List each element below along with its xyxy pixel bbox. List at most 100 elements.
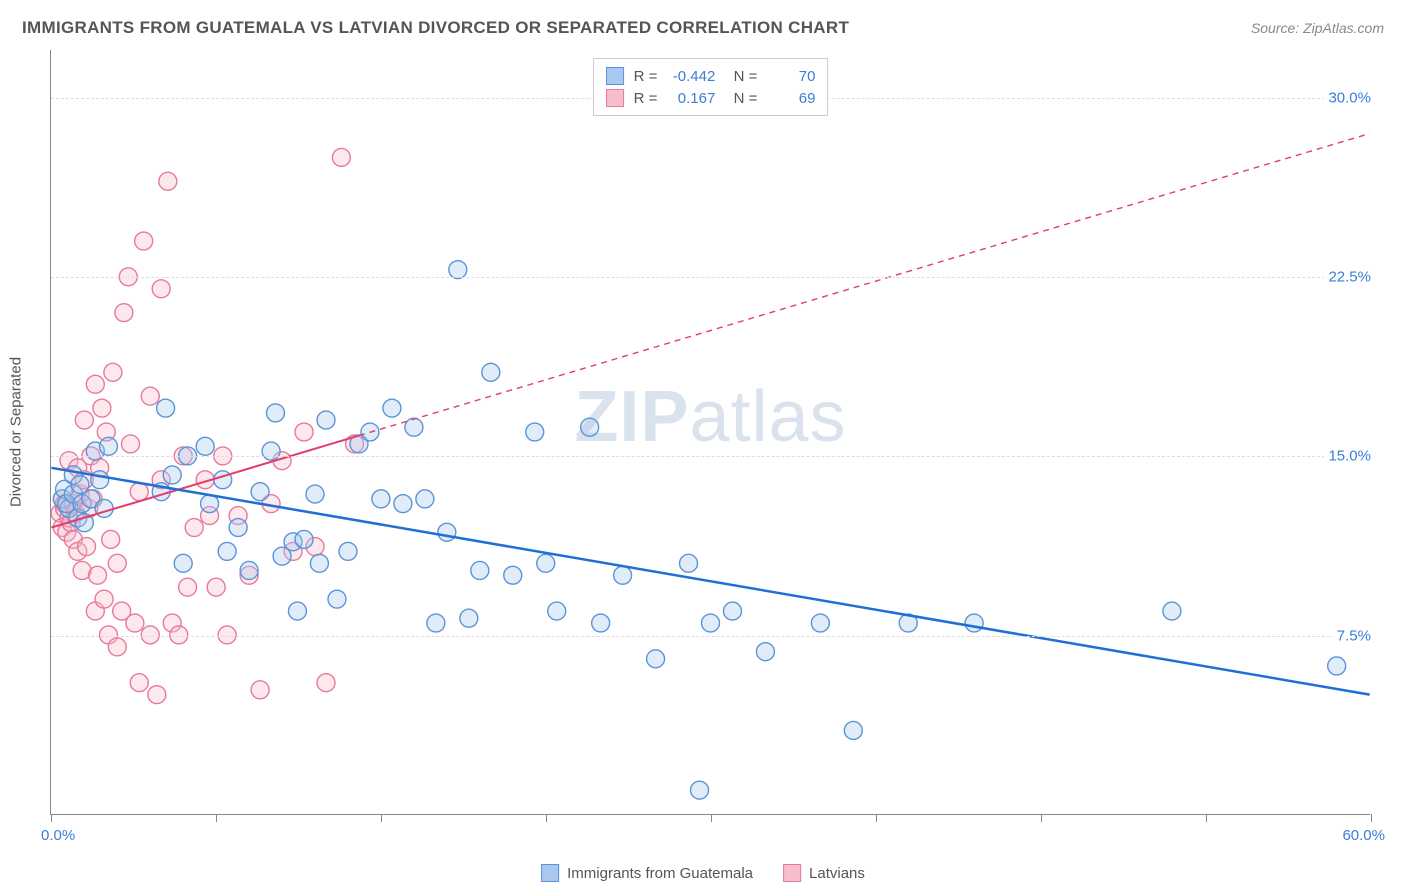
data-point <box>306 485 324 503</box>
data-point <box>218 542 236 560</box>
data-point <box>295 530 313 548</box>
data-point <box>135 232 153 250</box>
plot-area: Divorced or Separated ZIPatlas R = -0.44… <box>50 50 1370 815</box>
data-point <box>93 399 111 417</box>
data-point <box>108 638 126 656</box>
stats-row-1: R = -0.442 N = 70 <box>606 65 816 87</box>
data-point <box>102 530 120 548</box>
data-point <box>104 363 122 381</box>
swatch-blue <box>541 864 559 882</box>
data-point <box>1328 657 1346 675</box>
data-point <box>174 554 192 572</box>
data-point <box>121 435 139 453</box>
data-point <box>95 499 113 517</box>
x-tick <box>1041 814 1042 822</box>
data-point <box>179 578 197 596</box>
data-point <box>115 304 133 322</box>
data-point <box>185 519 203 537</box>
y-tick-label: 7.5% <box>1333 627 1375 644</box>
x-tick <box>1206 814 1207 822</box>
y-tick-label: 22.5% <box>1324 269 1375 286</box>
data-point <box>723 602 741 620</box>
data-point <box>159 172 177 190</box>
data-point <box>614 566 632 584</box>
data-point <box>537 554 555 572</box>
r-label: R = <box>634 90 658 107</box>
x-tick <box>51 814 52 822</box>
data-point <box>196 437 214 455</box>
data-point <box>295 423 313 441</box>
data-point <box>449 261 467 279</box>
data-point <box>1163 602 1181 620</box>
data-point <box>383 399 401 417</box>
data-point <box>548 602 566 620</box>
data-point <box>163 466 181 484</box>
data-point <box>691 781 709 799</box>
data-point <box>266 404 284 422</box>
data-point <box>526 423 544 441</box>
data-point <box>229 519 247 537</box>
n-label: N = <box>725 68 757 85</box>
data-point <box>75 411 93 429</box>
data-point <box>152 280 170 298</box>
x-tick <box>711 814 712 822</box>
bottom-legend: Immigrants from Guatemala Latvians <box>541 864 865 882</box>
data-point <box>811 614 829 632</box>
data-point <box>680 554 698 572</box>
x-tick <box>1371 814 1372 822</box>
data-point <box>394 495 412 513</box>
y-axis-label: Divorced or Separated <box>8 357 25 507</box>
r-value-2: 0.167 <box>667 90 715 107</box>
chart-title: IMMIGRANTS FROM GUATEMALA VS LATVIAN DIV… <box>22 18 849 38</box>
data-point <box>78 538 96 556</box>
data-point <box>702 614 720 632</box>
swatch-pink <box>783 864 801 882</box>
data-point <box>108 554 126 572</box>
data-point <box>592 614 610 632</box>
data-point <box>471 561 489 579</box>
r-value-1: -0.442 <box>667 68 715 85</box>
n-label: N = <box>725 90 757 107</box>
legend-label-1: Immigrants from Guatemala <box>567 865 753 882</box>
data-point <box>91 471 109 489</box>
r-label: R = <box>634 68 658 85</box>
gridline <box>51 456 1370 457</box>
data-point <box>332 148 350 166</box>
data-point <box>130 483 148 501</box>
data-point <box>126 614 144 632</box>
x-tick <box>216 814 217 822</box>
y-tick-label: 30.0% <box>1324 89 1375 106</box>
data-point <box>288 602 306 620</box>
data-point <box>317 411 335 429</box>
swatch-blue <box>606 67 624 85</box>
source-label: Source: ZipAtlas.com <box>1251 20 1384 36</box>
data-point <box>240 561 258 579</box>
data-point <box>310 554 328 572</box>
scatter-chart <box>51 50 1370 814</box>
data-point <box>504 566 522 584</box>
gridline <box>51 636 1370 637</box>
legend-item-1: Immigrants from Guatemala <box>541 864 753 882</box>
data-point <box>339 542 357 560</box>
x-tick <box>546 814 547 822</box>
data-point <box>460 609 478 627</box>
x-max-label: 60.0% <box>1342 827 1385 844</box>
data-point <box>372 490 390 508</box>
data-point <box>317 674 335 692</box>
swatch-pink <box>606 89 624 107</box>
data-point <box>965 614 983 632</box>
x-tick <box>381 814 382 822</box>
data-point <box>581 418 599 436</box>
n-value-2: 69 <box>767 90 815 107</box>
legend-label-2: Latvians <box>809 865 865 882</box>
data-point <box>141 387 159 405</box>
n-value-1: 70 <box>767 68 815 85</box>
data-point <box>844 721 862 739</box>
data-point <box>427 614 445 632</box>
stats-row-2: R = 0.167 N = 69 <box>606 87 816 109</box>
legend-item-2: Latvians <box>783 864 865 882</box>
data-point <box>328 590 346 608</box>
trend-line-extrapolated <box>359 134 1370 436</box>
data-point <box>86 375 104 393</box>
data-point <box>647 650 665 668</box>
